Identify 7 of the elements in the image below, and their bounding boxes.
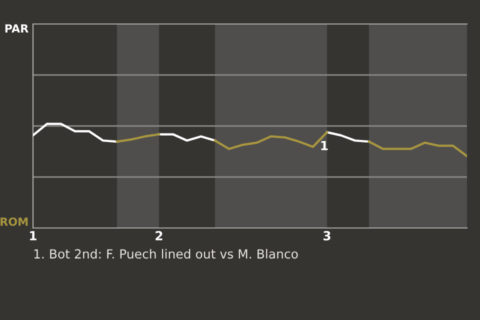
text: 1. Bot 2nd: F. Puech lined out vs M. Blanco <box>34 248 298 259</box>
text: ROM <box>0 217 28 226</box>
x-tick-label: 3 <box>323 231 330 240</box>
text: PAR <box>5 24 28 32</box>
x-tick-label: 2 <box>156 231 162 240</box>
annotation: 1 <box>321 140 328 150</box>
x-tick-label: 1 <box>30 231 36 240</box>
